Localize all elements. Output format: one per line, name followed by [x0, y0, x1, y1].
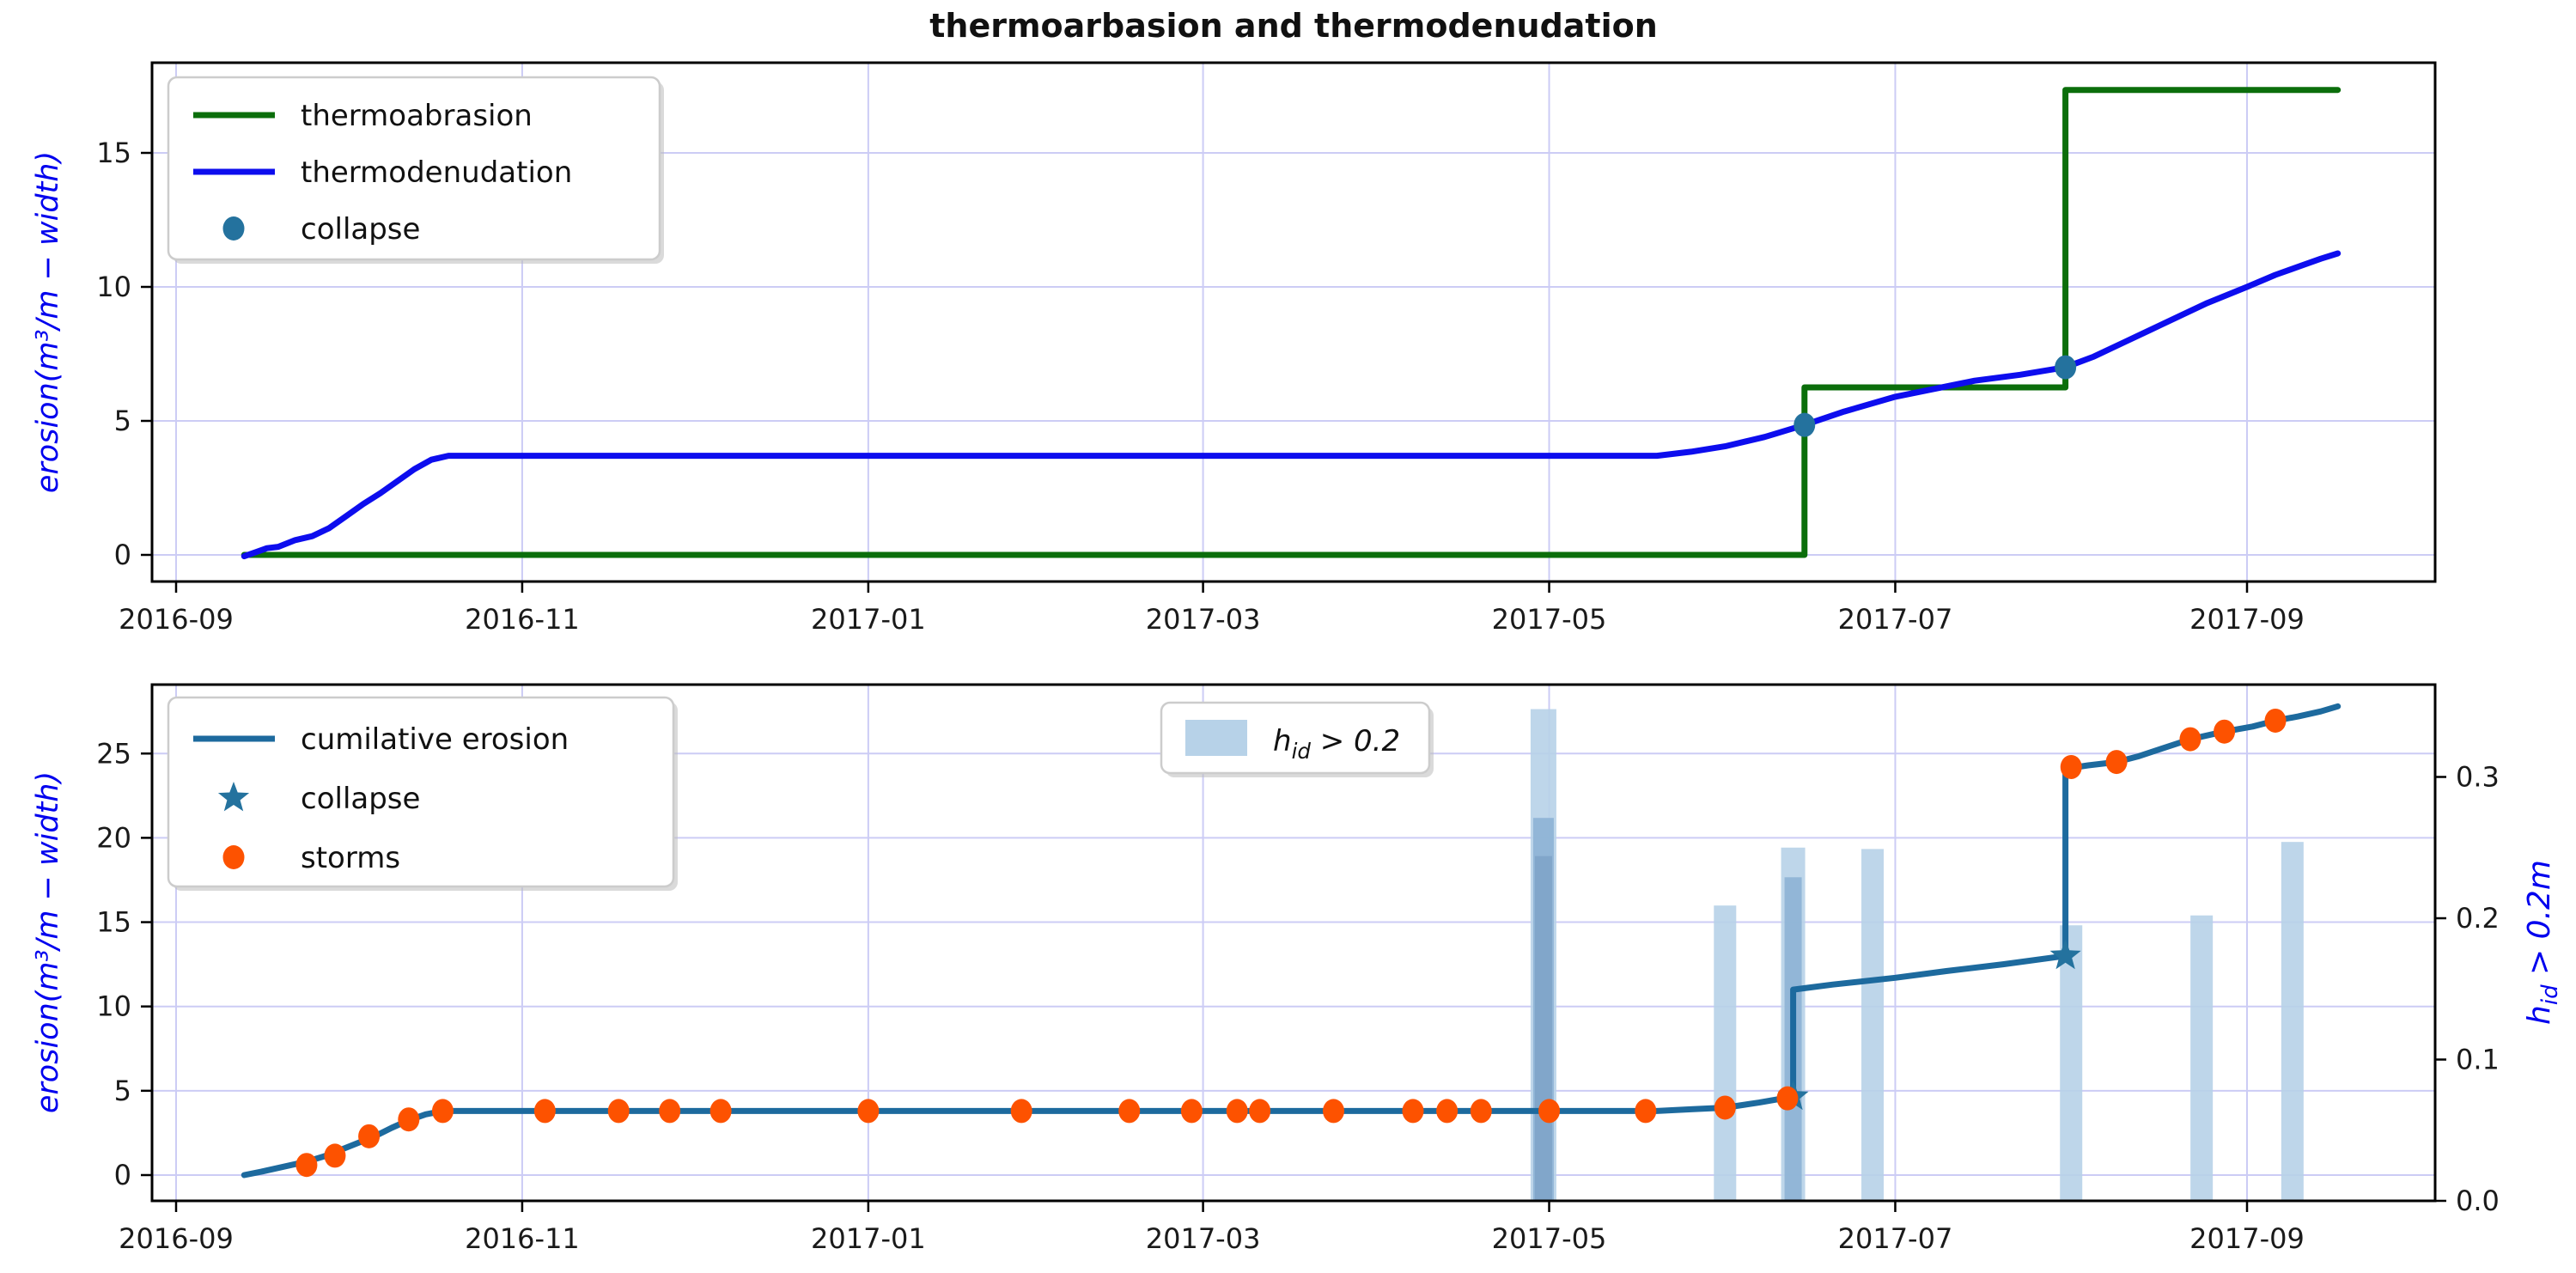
y2-tick-label: 0.2 [2456, 902, 2500, 935]
hid-legend-label: hid > 0.2 [1273, 724, 1400, 764]
top-ylabel: erosion(m³/m − width) [31, 150, 65, 494]
top-plot: 2016-09 2016-11 2017-01 2017-03 2017-05 2017-… [96, 61, 2437, 636]
x-tick-label: 2017-03 [1146, 603, 1261, 636]
y-tick-label: 5 [114, 405, 131, 437]
hid-bar [1714, 905, 1737, 1201]
storms-marker [1118, 1099, 1141, 1124]
y-tick-label: 20 [96, 821, 131, 854]
y-tick-label: 10 [96, 990, 131, 1023]
legend-swatch-dot [222, 216, 245, 241]
storms-marker [659, 1099, 681, 1124]
storms-marker [607, 1099, 630, 1124]
x-tick-label: 2016-11 [465, 603, 580, 636]
top-legend: thermoabrasion thermodenudation collapse [167, 76, 664, 264]
y-tick-label: 15 [96, 137, 131, 169]
legend-swatch-patch [1185, 720, 1247, 756]
x-tick-label: 2017-09 [2189, 1222, 2305, 1255]
hid-bar [2190, 915, 2214, 1201]
bottom-legend: cumilative erosion collapse storms [167, 696, 678, 891]
storms-marker [1538, 1099, 1561, 1124]
hid-legend: hid > 0.2 [1160, 701, 1434, 777]
legend-label: collapse [301, 212, 420, 247]
y-tick-label: 15 [96, 906, 131, 939]
collapse-star-marker [2049, 939, 2081, 970]
x-tick-label: 2016-09 [119, 1222, 234, 1255]
storms-marker [2214, 719, 2236, 744]
legend-label: storms [301, 841, 400, 875]
storms-marker [2105, 750, 2128, 775]
storms-marker [431, 1099, 454, 1124]
storms-marker [398, 1107, 420, 1132]
storms-marker [1436, 1099, 1459, 1124]
x-tick-label: 2017-05 [1492, 603, 1607, 636]
storms-marker [1714, 1095, 1736, 1120]
storms-marker [857, 1099, 880, 1124]
legend-box [167, 76, 661, 261]
storms-marker [709, 1099, 732, 1124]
storms-marker [1402, 1099, 1424, 1124]
axes-frame [150, 683, 2437, 1203]
y2-tick-label: 0.1 [2456, 1044, 2500, 1076]
y2-tick-label: 0.3 [2456, 761, 2500, 794]
legend-label: thermoabrasion [301, 99, 533, 133]
right-ylabel: hid > 0.2m [2522, 860, 2563, 1025]
y-tick-label: 10 [96, 271, 131, 303]
storms-marker [1635, 1099, 1657, 1124]
x-tick-label: 2017-01 [811, 1222, 926, 1255]
storms-marker [1180, 1099, 1203, 1124]
collapse-marker [2055, 355, 2077, 380]
storms-marker [358, 1124, 381, 1148]
storms-marker [2264, 708, 2287, 733]
storms-marker [1470, 1099, 1492, 1124]
y-tick-label: 25 [96, 737, 131, 770]
storms-marker [1249, 1099, 1271, 1124]
storms-marker [2060, 754, 2082, 779]
storms-marker [295, 1153, 318, 1178]
y-tick-label: 0 [114, 539, 131, 571]
storms-marker [1226, 1099, 1248, 1124]
x-tick-label: 2017-07 [1838, 1222, 1953, 1255]
x-tick-label: 2016-11 [465, 1222, 580, 1255]
bottom-ylabel: erosion(m³/m − width) [31, 770, 65, 1114]
x-tick-label: 2016-09 [119, 603, 234, 636]
legend-box [167, 696, 675, 888]
hid-bar [2281, 842, 2304, 1201]
x-tick-label: 2017-03 [1146, 1222, 1261, 1255]
storms-marker [533, 1099, 556, 1124]
x-tick-label: 2017-07 [1838, 603, 1953, 636]
storms-marker [1010, 1099, 1032, 1124]
x-tick-label: 2017-01 [811, 603, 926, 636]
legend-swatch-dot [222, 845, 245, 869]
cumilative-erosion-line [241, 703, 2342, 1179]
axes-frame [150, 61, 2437, 583]
y-tick-label: 5 [114, 1075, 131, 1107]
storms-marker [2179, 727, 2201, 752]
storms-marker [324, 1143, 346, 1168]
y-tick-label: 0 [114, 1159, 131, 1191]
hid-bar [1534, 856, 1552, 1201]
legend-label: cumilative erosion [301, 722, 569, 757]
y2-tick-label: 0.0 [2456, 1185, 2500, 1217]
hid-bar [1861, 849, 1885, 1201]
x-tick-label: 2017-09 [2189, 603, 2305, 636]
chart-title: thermoarbasion and thermodenudation [929, 7, 1658, 45]
bottom-plot: 2016-09 2016-11 2017-01 2017-03 2017-05 2017-… [96, 683, 2500, 1255]
x-tick-label: 2017-05 [1492, 1222, 1607, 1255]
legend-label: collapse [301, 782, 420, 816]
storms-marker [1776, 1086, 1799, 1111]
collapse-marker [1793, 412, 1816, 437]
storms-marker [1323, 1099, 1345, 1124]
legend-swatch-star [217, 782, 250, 812]
thermodenudation-line [241, 250, 2342, 560]
hid-bar [2060, 925, 2083, 1201]
legend-label: thermodenudation [301, 155, 572, 190]
